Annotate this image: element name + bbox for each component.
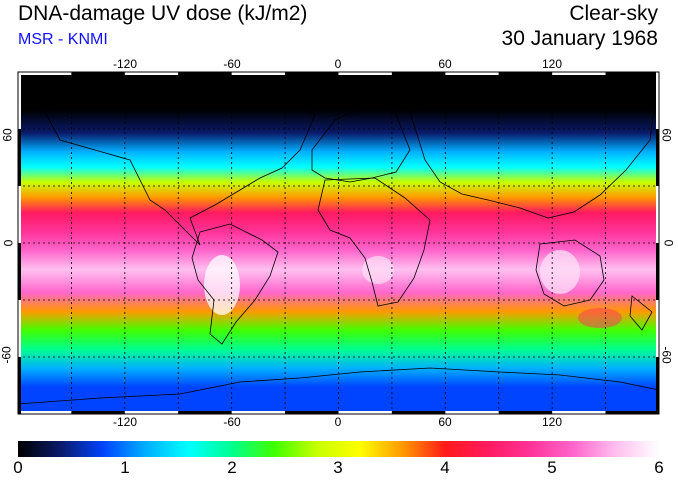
colorbar-tick-label: 4: [440, 458, 450, 477]
data-source: MSR - KNMI: [18, 31, 108, 48]
frame-tick-bar-top: [124, 72, 179, 75]
frame-tick-bar-right: [656, 72, 659, 129]
frame-tick-bar-top: [71, 72, 125, 75]
frame-tick-bar-bottom: [18, 411, 72, 414]
frame-tick-bar-top: [391, 72, 446, 75]
lon-label-bottom: -60: [223, 415, 241, 429]
sky-condition: Clear-sky: [569, 2, 658, 25]
lat-label-right: -60: [659, 346, 674, 364]
lat-lon-grid: [18, 72, 659, 414]
frame-tick-bar-bottom: [445, 411, 499, 414]
frame-tick-bar-right: [656, 186, 659, 243]
antarctica-coast: [18, 367, 659, 405]
lon-label-top: 120: [541, 57, 563, 71]
frame-tick-bar-bottom: [498, 411, 553, 414]
africa-coast: [317, 177, 431, 307]
lat-label-left: 0: [1, 239, 16, 247]
map-date: 30 January 1968: [501, 27, 658, 50]
asia-coast: [409, 83, 656, 219]
frame-tick-bar-bottom: [552, 411, 606, 414]
colorbar-tick-label: 5: [547, 458, 557, 477]
lon-label-bottom: 0: [334, 415, 342, 429]
frame-tick-bar-bottom: [338, 411, 392, 414]
lon-label-top: 60: [438, 57, 452, 71]
colorbar-tick-label: 3: [333, 458, 343, 477]
colorbar-tick-label: 1: [120, 458, 130, 477]
lat-label-left: 60: [0, 128, 15, 142]
tasman-band: [578, 308, 622, 328]
map-frame: [17, 71, 660, 415]
frame-tick-bar-bottom: [285, 411, 339, 414]
frame-tick-bar-right: [656, 243, 659, 300]
frame-tick-bar-right: [656, 357, 659, 414]
lat-label-right: 60: [659, 128, 674, 142]
lon-label-top: -120: [112, 57, 138, 71]
map-border: [17, 71, 660, 415]
frame-tick-bar-left: [18, 243, 21, 300]
frame-tick-bar-left: [18, 72, 21, 129]
colorbar: [18, 441, 659, 457]
south-america-coast: [191, 223, 279, 345]
lon-label-top: -60: [223, 57, 241, 71]
lon-label-bottom: 120: [541, 415, 563, 429]
frame-tick-bar-left: [18, 357, 21, 414]
frame-tick-bar-top: [605, 72, 659, 75]
colorbar-tick-label: 2: [227, 458, 237, 477]
lat-label-right: 0: [661, 239, 676, 247]
hotspot-layer: [204, 250, 622, 328]
frame-tick-bar-top: [445, 72, 499, 75]
lon-label-bottom: 60: [438, 415, 452, 429]
frame-tick-bar-left: [18, 300, 21, 357]
frame-tick-bar-bottom: [178, 411, 232, 414]
frame-tick-bar-bottom: [231, 411, 286, 414]
north-america-coast: [44, 79, 316, 246]
lat-label-left: -60: [0, 346, 14, 364]
lon-label-top: 0: [334, 57, 342, 71]
frame-tick-bar-bottom: [605, 411, 659, 414]
frame-tick-bar-top: [231, 72, 286, 75]
frame-tick-bar-right: [656, 300, 659, 357]
frame-tick-bar-top: [285, 72, 339, 75]
frame-tick-bar-top: [498, 72, 553, 75]
frame-tick-bar-left: [18, 186, 21, 243]
frame-tick-bar-top: [18, 72, 72, 75]
new-zealand-coast: [629, 295, 653, 331]
lon-label-bottom: -120: [112, 415, 138, 429]
frame-tick-bar-right: [656, 129, 659, 186]
frame-tick-bar-bottom: [391, 411, 446, 414]
frame-tick-bar-left: [18, 129, 21, 186]
australia-hotspot: [540, 250, 580, 294]
frame-tick-bar-top: [552, 72, 606, 75]
south-america-hotspot: [204, 255, 240, 315]
frame-tick-bar-bottom: [71, 411, 125, 414]
map-title: DNA-damage UV dose (kJ/m2): [18, 2, 308, 25]
frame-tick-bar-bottom: [124, 411, 179, 414]
colorbar-tick-label: 0: [13, 458, 23, 477]
frame-tick-bar-top: [178, 72, 232, 75]
frame-tick-bar-top: [338, 72, 392, 75]
europe-coast: [311, 104, 411, 183]
africa-hotspot: [362, 256, 394, 284]
colorbar-tick-label: 6: [654, 458, 664, 477]
